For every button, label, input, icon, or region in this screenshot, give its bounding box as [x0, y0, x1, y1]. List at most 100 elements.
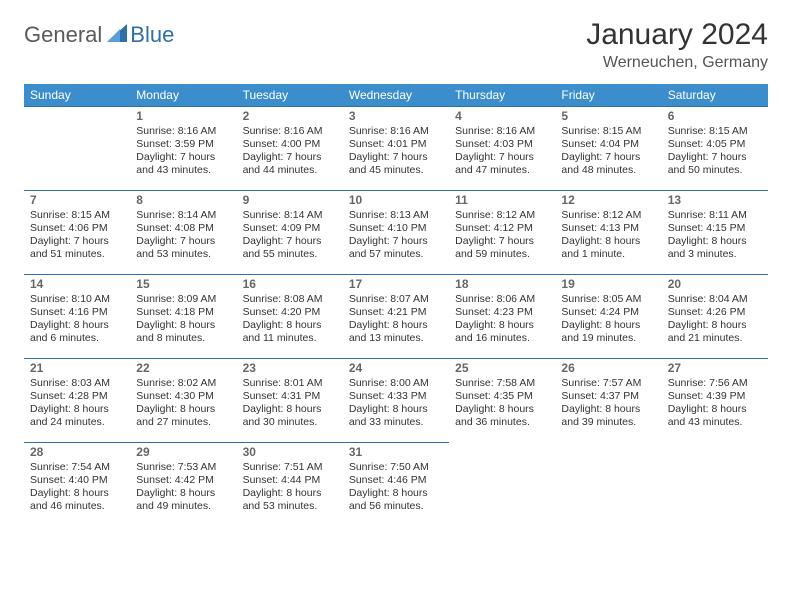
sunrise-text: Sunrise: 8:13 AM — [349, 209, 443, 222]
daylight-line1: Daylight: 7 hours — [349, 235, 443, 248]
daylight-line1: Daylight: 8 hours — [30, 319, 124, 332]
sunrise-text: Sunrise: 7:58 AM — [455, 377, 549, 390]
day-number: 18 — [455, 277, 549, 292]
daylight-line1: Daylight: 8 hours — [243, 403, 337, 416]
logo-word-general: General — [24, 22, 102, 48]
calendar-cell: 23Sunrise: 8:01 AMSunset: 4:31 PMDayligh… — [237, 358, 343, 442]
sunrise-text: Sunrise: 8:16 AM — [243, 125, 337, 138]
day-number: 6 — [668, 109, 762, 124]
calendar-cell: 28Sunrise: 7:54 AMSunset: 4:40 PMDayligh… — [24, 442, 130, 526]
calendar-cell: 24Sunrise: 8:00 AMSunset: 4:33 PMDayligh… — [343, 358, 449, 442]
sunrise-text: Sunrise: 8:16 AM — [349, 125, 443, 138]
daylight-line2: and 3 minutes. — [668, 248, 762, 261]
sunset-text: Sunset: 4:21 PM — [349, 306, 443, 319]
daylight-line1: Daylight: 8 hours — [668, 235, 762, 248]
calendar-cell: 18Sunrise: 8:06 AMSunset: 4:23 PMDayligh… — [449, 274, 555, 358]
calendar-cell: 4Sunrise: 8:16 AMSunset: 4:03 PMDaylight… — [449, 106, 555, 190]
day-number: 9 — [243, 193, 337, 208]
weekday-header: Monday — [130, 84, 236, 106]
day-number: 11 — [455, 193, 549, 208]
day-number: 14 — [30, 277, 124, 292]
daylight-line2: and 50 minutes. — [668, 164, 762, 177]
sunrise-text: Sunrise: 8:15 AM — [668, 125, 762, 138]
daylight-line2: and 24 minutes. — [30, 416, 124, 429]
sunrise-text: Sunrise: 7:53 AM — [136, 461, 230, 474]
daylight-line1: Daylight: 8 hours — [30, 403, 124, 416]
daylight-line2: and 8 minutes. — [136, 332, 230, 345]
sunrise-text: Sunrise: 7:54 AM — [30, 461, 124, 474]
sunset-text: Sunset: 4:06 PM — [30, 222, 124, 235]
month-title: January 2024 — [586, 18, 768, 52]
daylight-line1: Daylight: 7 hours — [455, 235, 549, 248]
daylight-line2: and 43 minutes. — [136, 164, 230, 177]
daylight-line1: Daylight: 7 hours — [243, 151, 337, 164]
sunset-text: Sunset: 4:26 PM — [668, 306, 762, 319]
sunrise-text: Sunrise: 8:16 AM — [136, 125, 230, 138]
daylight-line2: and 49 minutes. — [136, 500, 230, 513]
sunset-text: Sunset: 4:04 PM — [561, 138, 655, 151]
sunset-text: Sunset: 4:05 PM — [668, 138, 762, 151]
sunset-text: Sunset: 4:42 PM — [136, 474, 230, 487]
day-number: 16 — [243, 277, 337, 292]
calendar-cell: 3Sunrise: 8:16 AMSunset: 4:01 PMDaylight… — [343, 106, 449, 190]
calendar-cell: 27Sunrise: 7:56 AMSunset: 4:39 PMDayligh… — [662, 358, 768, 442]
sunrise-text: Sunrise: 8:11 AM — [668, 209, 762, 222]
calendar-cell: 6Sunrise: 8:15 AMSunset: 4:05 PMDaylight… — [662, 106, 768, 190]
calendar-grid: SundayMondayTuesdayWednesdayThursdayFrid… — [24, 84, 768, 526]
calendar-cell: 17Sunrise: 8:07 AMSunset: 4:21 PMDayligh… — [343, 274, 449, 358]
daylight-line1: Daylight: 7 hours — [30, 235, 124, 248]
calendar-cell: 14Sunrise: 8:10 AMSunset: 4:16 PMDayligh… — [24, 274, 130, 358]
sunset-text: Sunset: 4:40 PM — [30, 474, 124, 487]
sunrise-text: Sunrise: 8:08 AM — [243, 293, 337, 306]
sunset-text: Sunset: 4:44 PM — [243, 474, 337, 487]
daylight-line2: and 6 minutes. — [30, 332, 124, 345]
calendar-cell: 5Sunrise: 8:15 AMSunset: 4:04 PMDaylight… — [555, 106, 661, 190]
calendar-cell: 8Sunrise: 8:14 AMSunset: 4:08 PMDaylight… — [130, 190, 236, 274]
day-number: 10 — [349, 193, 443, 208]
sunset-text: Sunset: 4:18 PM — [136, 306, 230, 319]
daylight-line1: Daylight: 8 hours — [561, 235, 655, 248]
sunset-text: Sunset: 4:37 PM — [561, 390, 655, 403]
daylight-line1: Daylight: 8 hours — [136, 487, 230, 500]
logo-sail-icon — [106, 23, 128, 48]
calendar-cell: 26Sunrise: 7:57 AMSunset: 4:37 PMDayligh… — [555, 358, 661, 442]
daylight-line2: and 27 minutes. — [136, 416, 230, 429]
sunset-text: Sunset: 4:30 PM — [136, 390, 230, 403]
sunrise-text: Sunrise: 7:56 AM — [668, 377, 762, 390]
daylight-line2: and 30 minutes. — [243, 416, 337, 429]
daylight-line2: and 57 minutes. — [349, 248, 443, 261]
day-number: 22 — [136, 361, 230, 376]
logo: General Blue — [24, 18, 174, 48]
calendar-cell: 7Sunrise: 8:15 AMSunset: 4:06 PMDaylight… — [24, 190, 130, 274]
calendar-cell: 11Sunrise: 8:12 AMSunset: 4:12 PMDayligh… — [449, 190, 555, 274]
sunset-text: Sunset: 4:20 PM — [243, 306, 337, 319]
sunset-text: Sunset: 4:10 PM — [349, 222, 443, 235]
daylight-line1: Daylight: 7 hours — [668, 151, 762, 164]
daylight-line1: Daylight: 7 hours — [136, 235, 230, 248]
day-number: 21 — [30, 361, 124, 376]
day-number: 15 — [136, 277, 230, 292]
day-number: 2 — [243, 109, 337, 124]
daylight-line2: and 46 minutes. — [30, 500, 124, 513]
daylight-line1: Daylight: 7 hours — [349, 151, 443, 164]
daylight-line2: and 44 minutes. — [243, 164, 337, 177]
daylight-line1: Daylight: 8 hours — [243, 487, 337, 500]
day-number: 3 — [349, 109, 443, 124]
day-number: 19 — [561, 277, 655, 292]
sunrise-text: Sunrise: 8:00 AM — [349, 377, 443, 390]
sunset-text: Sunset: 4:33 PM — [349, 390, 443, 403]
sunset-text: Sunset: 4:13 PM — [561, 222, 655, 235]
sunrise-text: Sunrise: 8:16 AM — [455, 125, 549, 138]
sunrise-text: Sunrise: 7:50 AM — [349, 461, 443, 474]
sunset-text: Sunset: 4:39 PM — [668, 390, 762, 403]
daylight-line1: Daylight: 8 hours — [668, 319, 762, 332]
sunset-text: Sunset: 4:46 PM — [349, 474, 443, 487]
daylight-line2: and 45 minutes. — [349, 164, 443, 177]
sunrise-text: Sunrise: 8:04 AM — [668, 293, 762, 306]
daylight-line1: Daylight: 7 hours — [455, 151, 549, 164]
day-number: 12 — [561, 193, 655, 208]
calendar-cell: 19Sunrise: 8:05 AMSunset: 4:24 PMDayligh… — [555, 274, 661, 358]
sunset-text: Sunset: 4:12 PM — [455, 222, 549, 235]
day-number: 26 — [561, 361, 655, 376]
title-block: January 2024 Werneuchen, Germany — [586, 18, 768, 72]
